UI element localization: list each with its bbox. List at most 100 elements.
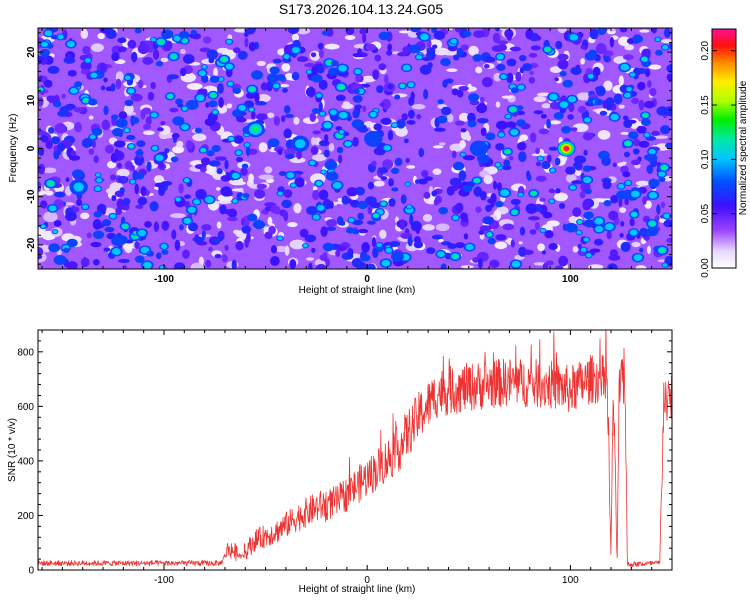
heatmap-cell	[426, 49, 436, 61]
heatmap-cell	[57, 110, 69, 117]
heatmap-cell	[416, 113, 422, 120]
heatmap-cell	[201, 230, 206, 239]
heatmap-spot	[624, 92, 631, 98]
heatmap-cell	[433, 198, 439, 206]
heatmap-cell	[502, 223, 515, 231]
heatmap-cell	[515, 71, 522, 82]
heatmap-gap	[213, 67, 218, 78]
heatmap-gap	[407, 30, 419, 38]
heatmap-spot	[249, 87, 255, 92]
heatmap-gap	[324, 43, 340, 50]
heatmap-gap	[88, 115, 94, 120]
heatmap-gap	[160, 57, 169, 63]
heatmap-spot	[580, 247, 587, 253]
heatmap-cell	[272, 58, 283, 64]
heatmap-cell	[593, 238, 604, 246]
heatmap-cell	[284, 113, 294, 119]
heatmap-spot	[66, 238, 78, 248]
x-tick-label: 100	[562, 575, 579, 586]
heatmap-cell	[216, 168, 223, 175]
heatmap-spot	[228, 136, 235, 142]
heatmap-cell	[140, 186, 147, 197]
heatmap-spot	[95, 173, 101, 177]
heatmap-gap	[624, 44, 635, 51]
heatmap-cell	[134, 183, 139, 195]
heatmap-spot	[53, 255, 67, 265]
heatmap-spot	[178, 30, 190, 40]
heatmap-cell	[111, 52, 120, 62]
snr-ticks: -100 0 100 0 200 400 600 800	[17, 329, 673, 586]
heatmap-gap	[433, 47, 449, 56]
heatmap-spot	[658, 176, 666, 183]
heatmap-cell	[48, 127, 55, 134]
y-tick-label: 0	[26, 145, 37, 151]
heatmap-cell	[668, 42, 672, 50]
heatmap-cell	[278, 171, 287, 177]
heatmap-cell	[495, 28, 500, 32]
heatmap-spot	[150, 112, 158, 118]
heatmap-spot	[252, 219, 266, 230]
heatmap-spot	[495, 200, 504, 208]
heatmap-spot	[235, 150, 242, 156]
heatmap-spot	[277, 191, 283, 196]
heatmap-cell	[195, 188, 207, 200]
heatmap-spot	[440, 58, 451, 67]
heatmap-gap	[597, 130, 611, 140]
heatmap-cell	[618, 198, 623, 207]
heatmap-cell	[541, 160, 551, 170]
heatmap-spot	[632, 35, 644, 44]
heatmap-spot	[338, 64, 347, 72]
heatmap-cell	[101, 219, 112, 227]
heatmap-spot	[625, 180, 631, 186]
heatmap-cell	[335, 249, 341, 257]
heatmap-cell	[119, 187, 125, 195]
heatmap-cell	[570, 66, 582, 76]
heatmap-spot	[326, 60, 332, 65]
heatmap-gap	[518, 241, 523, 245]
heatmap-spot	[181, 123, 189, 130]
heatmap-gap	[438, 238, 444, 243]
heatmap-cell	[502, 164, 512, 171]
heatmap-spot	[402, 64, 411, 71]
heatmap-cell	[199, 47, 211, 53]
heatmap-spot	[594, 217, 604, 225]
heatmap-cell	[310, 146, 319, 155]
heatmap-spot	[510, 87, 519, 94]
heatmap-spot	[225, 63, 234, 70]
heatmap-cell	[120, 176, 127, 184]
heatmap-cell	[448, 187, 455, 194]
heatmap-cell	[374, 54, 382, 62]
heatmap-gap	[557, 28, 567, 34]
heatmap-cell	[358, 228, 369, 234]
heatmap-cell	[620, 220, 625, 227]
heatmap-spot	[291, 47, 300, 54]
heatmap-cell	[339, 220, 346, 226]
heatmap-spot	[251, 70, 264, 80]
heatmap-cell	[40, 135, 49, 143]
heatmap-cell	[620, 241, 631, 252]
heatmap-cell	[264, 231, 273, 240]
heatmap-spot	[74, 81, 83, 88]
heatmap-spot	[83, 99, 88, 103]
heatmap-spot	[518, 192, 524, 197]
heatmap-gap	[617, 162, 626, 167]
heatmap-spot	[500, 189, 510, 197]
heatmap-cell	[603, 50, 614, 57]
heatmap-cell	[240, 217, 246, 226]
heatmap-spot	[89, 134, 96, 140]
heatmap-gap	[619, 207, 627, 214]
heatmap-cell	[235, 240, 244, 251]
heatmap-cell	[338, 154, 343, 164]
heatmap-cell	[622, 54, 634, 61]
heatmap-spot	[597, 28, 606, 35]
heatmap-spot	[516, 105, 524, 111]
heatmap-spot	[208, 100, 218, 108]
heatmap-cell	[158, 161, 164, 169]
heatmap-cell	[192, 236, 205, 242]
heatmap-spot	[344, 141, 352, 147]
heatmap-gap	[483, 174, 493, 185]
heatmap-cell	[519, 54, 527, 62]
heatmap-spot	[332, 181, 342, 189]
heatmap-cell	[352, 52, 362, 58]
heatmap-spot	[452, 215, 459, 221]
